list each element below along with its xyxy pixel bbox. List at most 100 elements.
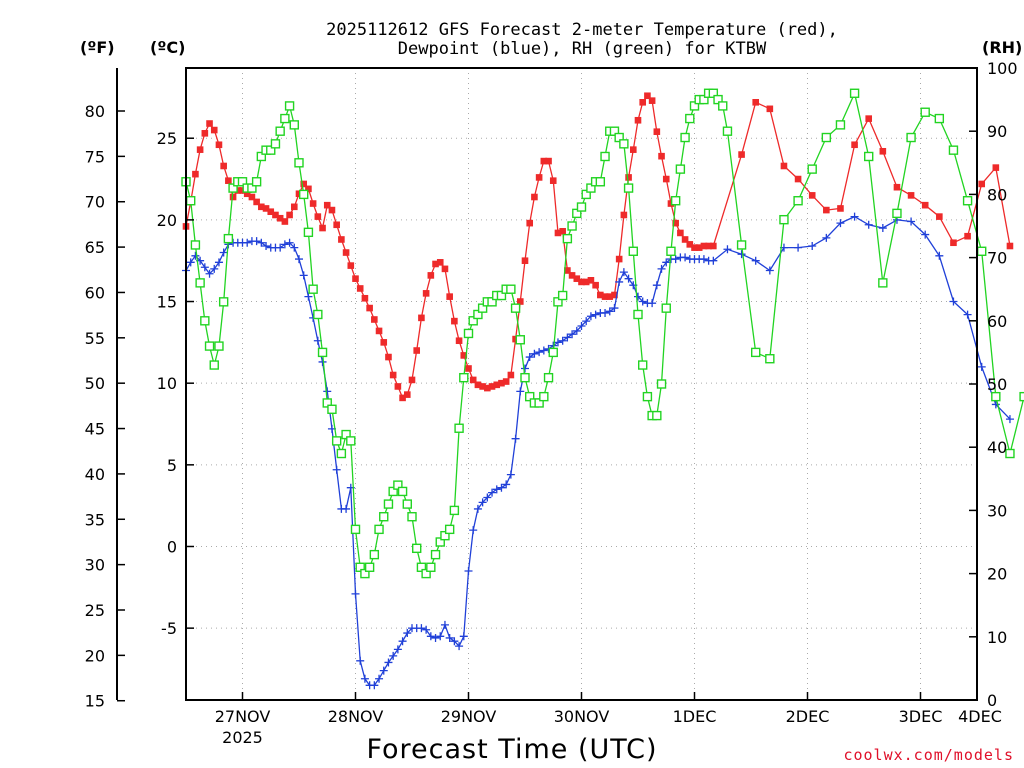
x-tick-label: 3DEC [899, 707, 943, 726]
fahrenheit-tick-label: 70 [85, 193, 105, 212]
rh-point [685, 113, 695, 124]
rh-point [548, 347, 558, 358]
temperature-point [738, 151, 745, 158]
rh-point [379, 512, 389, 522]
rh-point [581, 189, 591, 200]
dewpoint-point [379, 666, 388, 675]
dewpoint-point [389, 651, 398, 660]
temperature-point [389, 371, 397, 379]
temperature-point [229, 193, 237, 201]
x-tick-label: 27NOV [215, 707, 271, 726]
temperature-point [620, 211, 628, 219]
dewpoint-point [634, 292, 642, 301]
rh-point [190, 240, 201, 250]
rh-point [388, 486, 398, 497]
rh-point [878, 278, 888, 288]
chart-title-line1: 2025112612 GFS Forecast 2-meter Temperat… [326, 20, 838, 40]
temperature-point [662, 175, 670, 183]
temperature-point [408, 376, 416, 384]
celsius-tick-label: -5 [161, 619, 177, 638]
temperature-point [625, 174, 632, 181]
rh-tick-label: 80 [987, 185, 1007, 204]
temperature-point [432, 260, 439, 268]
dewpoint-point [219, 248, 228, 257]
rh-point [675, 164, 686, 174]
rh-point [661, 303, 671, 313]
gridlines [186, 68, 977, 700]
celsius-tick-label: 5 [167, 456, 177, 475]
temperature-point [290, 203, 298, 211]
temperature-point [196, 146, 204, 153]
dewpoint-point [907, 217, 916, 226]
temperature-point [347, 262, 355, 269]
rh-point [948, 145, 959, 155]
temperature-point [564, 267, 571, 274]
rh-point [572, 208, 582, 219]
rh-point [962, 196, 973, 206]
temperature-point [366, 304, 373, 312]
rh-tick-label: 60 [987, 312, 1007, 331]
rh-point [496, 290, 507, 301]
dewpoint-point [478, 498, 487, 507]
rh-point [280, 113, 290, 124]
dewpoint-point [530, 349, 539, 358]
rh-tick-label: 90 [987, 122, 1007, 141]
celsius-tick-label: 15 [157, 293, 177, 312]
temperature-point [385, 353, 392, 361]
temperature-point [371, 316, 378, 323]
rh-tick-label: 10 [987, 628, 1007, 647]
rh-tick-label: 20 [987, 565, 1007, 584]
temperature-point [615, 255, 623, 263]
rh-point [864, 151, 874, 162]
dewpoint-point [304, 292, 313, 301]
dewpoint-point [469, 526, 478, 535]
dewpoint-point [342, 504, 351, 513]
temperature-point [474, 381, 482, 389]
temperature-point [1006, 242, 1014, 250]
dewpoint-point [765, 266, 774, 275]
rh-tick-label: 30 [987, 501, 1007, 520]
temperature-point [192, 170, 199, 178]
dewpoint-point [210, 264, 219, 273]
rh-point [477, 303, 488, 313]
rh-point [680, 132, 690, 143]
temperature-point [215, 141, 223, 149]
dewpoint-point [450, 637, 459, 646]
rh-point [562, 233, 573, 244]
temperature-point [427, 272, 435, 279]
temperature-point [521, 257, 529, 265]
fahrenheit-tick-label: 55 [85, 329, 105, 348]
dewpoint-point [681, 253, 690, 262]
temperature-point [597, 291, 604, 299]
rh-point [426, 562, 436, 572]
temperature-point [493, 381, 501, 389]
temperature-point [695, 244, 703, 251]
temperature-point [484, 384, 491, 392]
dewpoint-point [375, 674, 384, 683]
dewpoint-point [577, 322, 586, 331]
celsius-unit-label: (ºC) [150, 38, 185, 57]
dewpoint-point [671, 255, 680, 264]
temperature-point [479, 383, 486, 390]
rh-point [600, 151, 610, 162]
dewpoint-point [935, 251, 944, 260]
dewpoint-point [398, 637, 407, 646]
rh-point [595, 177, 606, 187]
temperature-point [780, 162, 788, 170]
rh-point [779, 214, 789, 225]
rh-point [510, 303, 521, 313]
rh-point [539, 391, 549, 402]
dewpoint-point [822, 233, 831, 242]
dewpoint-point [709, 256, 718, 265]
dewpoint-point [384, 658, 393, 667]
dewpoint-point [751, 256, 760, 265]
temperature-point [201, 130, 209, 137]
dewpoint-point [601, 308, 610, 317]
temperature-point [356, 285, 364, 292]
rh-point [557, 290, 568, 301]
temperature-point [253, 198, 260, 206]
rh-point [525, 391, 535, 402]
rh-point [228, 183, 238, 193]
rh-point [553, 297, 563, 307]
temperature-point [992, 164, 1000, 171]
